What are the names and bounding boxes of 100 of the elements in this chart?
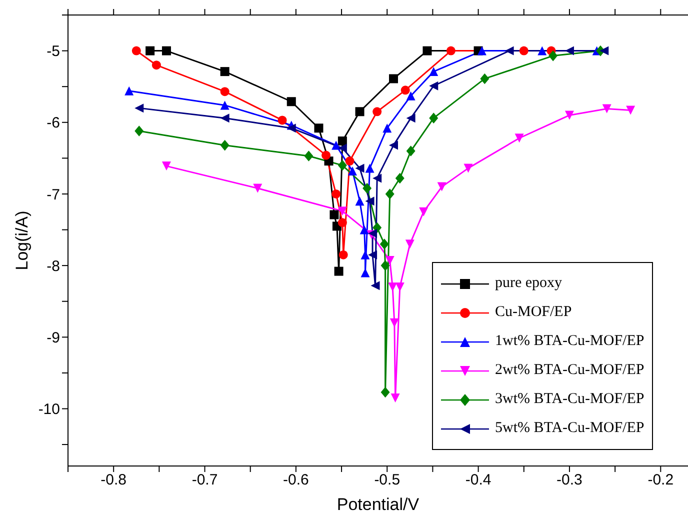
point: [338, 144, 347, 153]
point: [419, 207, 428, 216]
y-tick-label: -5: [46, 43, 60, 60]
y-tick-label: -8: [46, 258, 60, 275]
point: [134, 104, 144, 113]
point: [477, 46, 486, 56]
point: [385, 256, 394, 266]
point: [220, 140, 230, 151]
point: [220, 67, 230, 76]
point: [405, 240, 414, 249]
point: [338, 160, 347, 171]
legend-label: Cu-MOF/EP: [495, 304, 572, 321]
point: [429, 81, 438, 90]
point: [429, 112, 438, 124]
point: [314, 124, 324, 133]
point: [380, 260, 390, 271]
point: [322, 150, 331, 160]
point: [220, 87, 230, 96]
point: [406, 91, 416, 100]
point: [395, 172, 404, 184]
x-tick-label: -0.6: [283, 472, 309, 489]
point: [332, 189, 341, 198]
point: [429, 67, 438, 76]
point: [372, 174, 382, 183]
point: [514, 134, 524, 143]
point: [220, 100, 230, 110]
y-tick-label: -7: [46, 186, 60, 204]
y-tick-label: -9: [46, 329, 60, 346]
point: [124, 86, 134, 96]
point: [380, 386, 390, 398]
point: [330, 210, 339, 220]
legend-label: 5wt% BTA-Cu-MOF/EP: [495, 420, 644, 437]
point: [355, 107, 364, 116]
point: [362, 182, 372, 194]
point: [286, 97, 296, 106]
point: [370, 281, 380, 290]
point: [304, 150, 314, 162]
point: [360, 225, 369, 234]
y-axis-title: Log(i/A): [12, 210, 32, 270]
point: [464, 164, 473, 173]
point: [390, 318, 399, 328]
point: [406, 114, 416, 123]
point: [286, 124, 296, 133]
point: [538, 46, 547, 56]
point: [437, 182, 446, 192]
point: [152, 60, 161, 70]
point: [146, 46, 155, 56]
legend-label: 1wt% BTA-Cu-MOF/EP: [495, 333, 644, 350]
x-tick-label: -0.2: [648, 472, 674, 489]
point: [422, 46, 432, 56]
point: [365, 196, 374, 206]
point: [134, 126, 144, 136]
point: [390, 393, 400, 402]
point: [389, 74, 398, 84]
point: [446, 46, 456, 56]
point: [162, 46, 171, 56]
point: [345, 156, 354, 166]
point: [480, 73, 490, 84]
point: [382, 124, 392, 133]
x-tick-label: -0.5: [374, 472, 400, 489]
point: [504, 46, 514, 56]
point: [406, 146, 416, 156]
point: [253, 184, 262, 193]
point: [332, 140, 341, 150]
point: [278, 116, 287, 125]
point: [365, 164, 374, 173]
legend-label: 2wt% BTA-Cu-MOF/EP: [495, 362, 644, 379]
point: [355, 164, 364, 173]
legend-label: 3wt% BTA-Cu-MOF/EP: [495, 391, 644, 408]
point: [348, 166, 357, 176]
point: [380, 238, 389, 250]
point: [220, 114, 230, 123]
point: [400, 86, 410, 95]
point: [334, 266, 344, 276]
x-tick-label: -0.3: [556, 472, 582, 489]
point: [338, 136, 347, 146]
point: [626, 106, 636, 115]
point: [338, 206, 347, 216]
point: [162, 162, 171, 171]
point: [368, 250, 378, 260]
x-tick-label: -0.8: [100, 472, 127, 489]
point: [372, 107, 382, 116]
point: [600, 46, 609, 56]
point: [519, 46, 528, 56]
point: [548, 50, 558, 62]
x-tick-label: -0.4: [465, 472, 492, 489]
point: [602, 104, 612, 114]
point: [564, 110, 574, 120]
point: [355, 196, 364, 206]
point: [132, 46, 141, 56]
point: [338, 218, 347, 228]
point: [388, 282, 398, 292]
y-tick-label: -6: [46, 114, 60, 132]
y-tick-label: -10: [38, 401, 60, 418]
point: [385, 188, 394, 200]
point: [338, 250, 348, 260]
point: [389, 140, 398, 150]
x-axis-title: Potential/V: [336, 495, 420, 514]
x-tick-label: -0.7: [192, 472, 218, 489]
legend-label: pure epoxy: [495, 275, 562, 292]
